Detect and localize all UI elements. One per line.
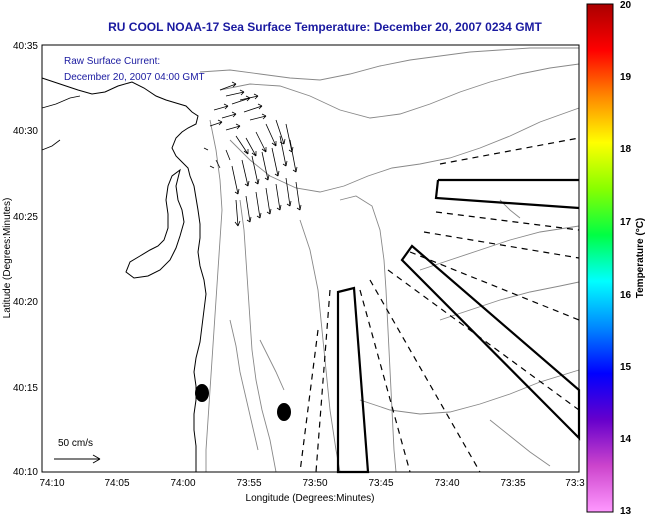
colorbar-tick: 15: [620, 362, 632, 373]
colorbar-tick: 13: [620, 506, 632, 517]
plot-area: 50 cm/s Raw Surface Current: December 20…: [41, 44, 581, 474]
x-tick-label: 73:40: [434, 478, 459, 489]
y-tick-label: 40:35: [13, 41, 38, 52]
land-feature: [41, 95, 81, 109]
coverage-dashed-lines: [299, 137, 580, 473]
figure-title: RU COOL NOAA-17 Sea Surface Temperature:…: [108, 20, 542, 34]
x-axis: 74:10 74:05 74:00 73:55 73:50 73:45 73:4…: [39, 478, 585, 504]
colorbar-tick: 20: [620, 0, 632, 11]
plot-background: [42, 45, 579, 472]
scale-label: 50 cm/s: [58, 438, 93, 449]
surface-current-vectors: [203, 81, 302, 227]
x-tick-label: 73:50: [302, 478, 327, 489]
x-tick-label: 73:45: [368, 478, 393, 489]
y-tick-label: 40:30: [13, 126, 38, 137]
y-axis-label: Latitude (Degrees:Minutes): [2, 198, 13, 319]
coastline: [41, 77, 207, 472]
y-tick-label: 40:10: [13, 467, 38, 478]
scale-arrow: [54, 454, 101, 464]
colorbar-label: Temperature (°C): [635, 218, 646, 299]
x-tick-label: 73:35: [500, 478, 525, 489]
y-tick-label: 40:25: [13, 212, 38, 223]
x-tick-label: 74:00: [170, 478, 195, 489]
land-feature: [41, 139, 61, 151]
x-axis-label: Longitude (Degrees:Minutes): [246, 493, 375, 504]
colorbar-tick: 14: [620, 434, 632, 445]
x-tick-label: 73:3: [565, 478, 585, 489]
x-tick-label: 74:10: [39, 478, 64, 489]
buoy-marker: [195, 384, 209, 402]
colorbar: 20 19 18 17 16 15 14 13 Temperature (°C): [586, 0, 646, 517]
x-tick-label: 74:05: [104, 478, 129, 489]
colorbar-gradient: [586, 3, 614, 513]
bay-outline: [125, 168, 185, 279]
buoy-marker: [277, 403, 291, 421]
y-axis: 40:35 40:30 40:25 40:20 40:15 40:10 Lati…: [2, 41, 38, 478]
y-tick-label: 40:15: [13, 383, 38, 394]
current-label: Raw Surface Current:: [64, 56, 160, 67]
current-timestamp: December 20, 2007 04:00 GMT: [64, 72, 205, 83]
colorbar-tick: 19: [620, 72, 632, 83]
colorbar-tick: 16: [620, 290, 632, 301]
colorbar-tick: 18: [620, 144, 632, 155]
y-tick-label: 40:20: [13, 297, 38, 308]
x-tick-label: 73:55: [236, 478, 261, 489]
plot-frame: [41, 44, 580, 473]
colorbar-tick: 17: [620, 217, 632, 228]
bathymetry-contours: [199, 47, 580, 473]
